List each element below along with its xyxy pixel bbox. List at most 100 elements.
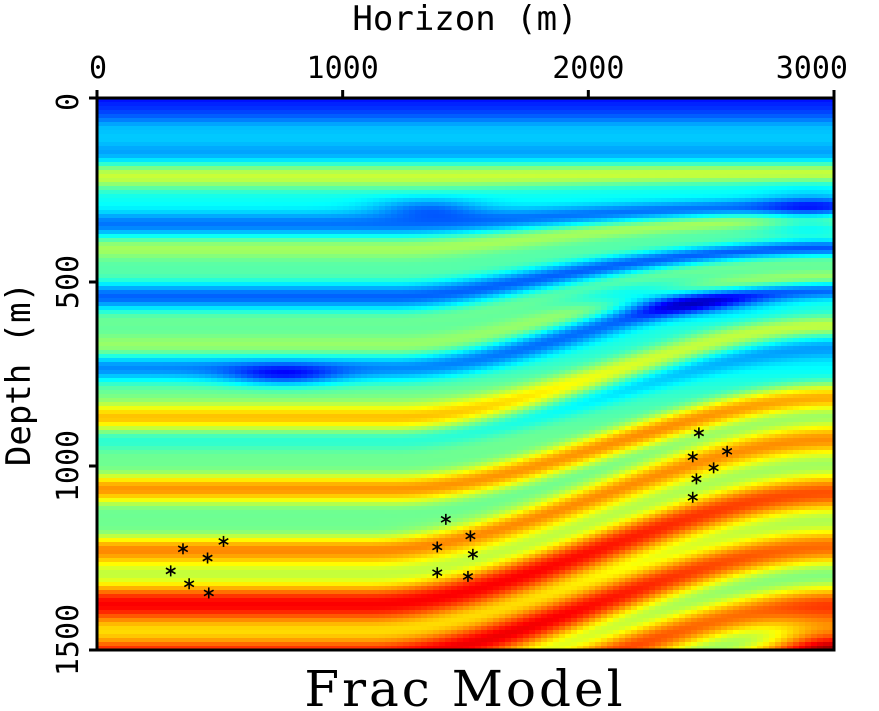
heatmap-cell	[391, 134, 398, 139]
heatmap-cell	[145, 222, 152, 227]
heatmap-cell	[811, 130, 818, 135]
heatmap-cell	[619, 162, 626, 167]
heatmap-cell	[433, 150, 440, 155]
heatmap-cell	[313, 142, 320, 147]
heatmap-cell	[817, 174, 824, 179]
heatmap-cell	[781, 114, 788, 119]
heatmap-cell	[811, 198, 818, 203]
heatmap-cell	[799, 194, 806, 199]
heatmap-cell	[313, 186, 320, 191]
heatmap-cell	[493, 246, 500, 251]
heatmap-cell	[247, 166, 254, 171]
heatmap-cell	[271, 182, 278, 187]
heatmap-cell	[427, 222, 434, 227]
heatmap-cell	[781, 142, 788, 147]
heatmap-cell	[331, 158, 338, 163]
heatmap-cell	[595, 126, 602, 131]
heatmap-cell	[103, 142, 110, 147]
heatmap-cell	[355, 190, 362, 195]
heatmap-cell	[241, 138, 248, 143]
heatmap-cell	[715, 238, 722, 243]
heatmap-cell	[607, 126, 614, 131]
heatmap-cell	[805, 210, 812, 215]
heatmap-cell	[811, 190, 818, 195]
heatmap-cell	[151, 202, 158, 207]
heatmap-cell	[709, 230, 716, 235]
heatmap-cell	[409, 182, 416, 187]
heatmap-cell	[811, 126, 818, 131]
heatmap-cell	[775, 214, 782, 219]
heatmap-cell	[805, 206, 812, 211]
heatmap-cell	[181, 234, 188, 239]
heatmap-cell	[685, 146, 692, 151]
heatmap-cell	[589, 242, 596, 247]
heatmap-cell	[823, 182, 830, 187]
heatmap-cell	[115, 134, 122, 139]
heatmap-cell	[625, 102, 632, 107]
heatmap-cell	[739, 202, 746, 207]
heatmap-cell	[229, 154, 236, 159]
heatmap-cell	[571, 178, 578, 183]
heatmap-cell	[445, 122, 452, 127]
heatmap-cell	[433, 134, 440, 139]
heatmap-cell	[217, 242, 224, 247]
heatmap-cell	[241, 242, 248, 247]
heatmap-cell	[733, 134, 740, 139]
heatmap-cell	[559, 206, 566, 211]
heatmap-cell	[589, 114, 596, 119]
heatmap-cell	[703, 234, 710, 239]
heatmap-cell	[295, 254, 302, 259]
heatmap-cell	[349, 250, 356, 255]
heatmap-cell	[529, 110, 536, 115]
heatmap-cell	[229, 198, 236, 203]
heatmap-cell	[373, 142, 380, 147]
heatmap-cell	[193, 98, 200, 103]
heatmap-cell	[289, 254, 296, 259]
heatmap-cell	[775, 178, 782, 183]
heatmap-cell	[271, 150, 278, 155]
heatmap-cell	[793, 182, 800, 187]
heatmap-cell	[265, 202, 272, 207]
heatmap-cell	[157, 258, 164, 263]
heatmap-cell	[391, 198, 398, 203]
heatmap-cell	[703, 174, 710, 179]
heatmap-cell	[649, 154, 656, 159]
heatmap-cell	[643, 166, 650, 171]
heatmap-cell	[811, 170, 818, 175]
heatmap-cell	[385, 218, 392, 223]
heatmap-cell	[385, 138, 392, 143]
heatmap-cell	[553, 226, 560, 231]
heatmap-cell	[439, 246, 446, 251]
heatmap-cell	[229, 158, 236, 163]
heatmap-cell	[535, 254, 542, 259]
heatmap-cell	[277, 218, 284, 223]
heatmap-cell	[715, 106, 722, 111]
heatmap-cell	[685, 226, 692, 231]
heatmap-cell	[187, 170, 194, 175]
heatmap-cell	[709, 222, 716, 227]
heatmap-cell	[667, 234, 674, 239]
heatmap-cell	[355, 114, 362, 119]
heatmap-cell	[157, 158, 164, 163]
heatmap-cell	[703, 102, 710, 107]
heatmap-cell	[169, 98, 176, 103]
heatmap-cell	[793, 126, 800, 131]
heatmap-cell	[727, 218, 734, 223]
heatmap-cell	[715, 182, 722, 187]
heatmap-cell	[811, 110, 818, 115]
heatmap-cell	[193, 170, 200, 175]
heatmap-cell	[157, 242, 164, 247]
heatmap-cell	[193, 130, 200, 135]
heatmap-cell	[679, 182, 686, 187]
heatmap-cell	[547, 162, 554, 167]
heatmap-cell	[583, 246, 590, 251]
heatmap-cell	[145, 238, 152, 243]
heatmap-cell	[673, 222, 680, 227]
heatmap-cell	[763, 134, 770, 139]
heatmap-cell	[799, 130, 806, 135]
heatmap-cell	[193, 126, 200, 131]
heatmap-cell	[373, 186, 380, 191]
heatmap-cell	[151, 194, 158, 199]
heatmap-cell	[751, 102, 758, 107]
heatmap-cell	[607, 110, 614, 115]
